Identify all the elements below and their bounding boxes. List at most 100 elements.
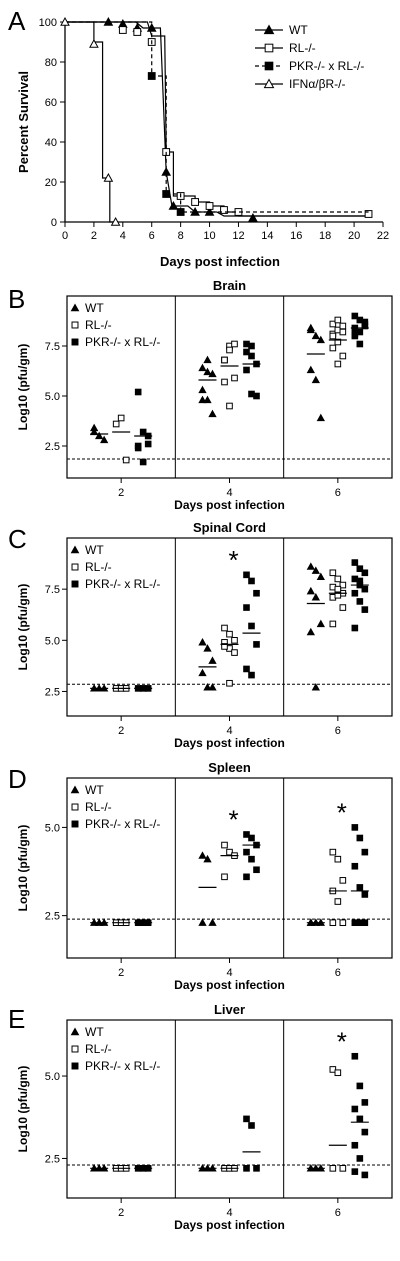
x-tick-label: 2 — [118, 1207, 124, 1219]
y-tick-label: 7.5 — [45, 584, 60, 596]
x-tick-label: 2 — [118, 487, 124, 499]
data-point — [60, 16, 70, 26]
data-point — [361, 848, 369, 856]
data-point — [203, 683, 212, 691]
data-point — [231, 374, 238, 382]
legend-marker — [263, 24, 275, 35]
data-point — [334, 898, 342, 905]
x-axis-title: Days post infection — [160, 254, 280, 269]
data-point — [356, 1155, 364, 1162]
x-tick-label: 2 — [118, 967, 124, 979]
data-point — [203, 355, 212, 364]
data-point — [248, 352, 255, 360]
x-tick-label: 4 — [120, 230, 126, 242]
data-point — [351, 1052, 359, 1060]
data-point — [334, 855, 342, 863]
x-axis-title: Days post infection — [174, 978, 285, 992]
data-point — [248, 342, 255, 350]
data-point — [133, 28, 142, 36]
data-point — [243, 831, 250, 838]
data-point — [306, 586, 315, 595]
data-point — [243, 848, 250, 856]
data-point — [316, 572, 325, 581]
data-point — [334, 316, 342, 324]
data-point — [311, 375, 320, 384]
data-point — [112, 420, 120, 428]
data-point — [316, 619, 325, 628]
chart-title: Liver — [214, 1002, 245, 1017]
x-tick-label: 6 — [335, 487, 341, 499]
data-point — [220, 206, 228, 214]
data-point — [361, 1128, 369, 1136]
x-axis-title: Days post infection — [174, 736, 285, 750]
data-point — [351, 589, 359, 597]
panel-label-A: A — [8, 6, 26, 36]
x-tick-label: 4 — [226, 487, 232, 499]
data-point — [361, 322, 369, 330]
x-tick-label: 6 — [149, 230, 155, 242]
data-point — [198, 851, 207, 859]
data-point — [361, 569, 369, 577]
data-point — [221, 643, 228, 650]
data-point — [248, 855, 255, 863]
data-point — [147, 72, 156, 80]
series-line-0 — [65, 21, 369, 217]
legend-marker — [263, 78, 275, 89]
data-point — [226, 630, 233, 638]
legend-item: RL-/- — [85, 560, 112, 574]
data-point — [248, 671, 255, 679]
x-tick-label: 22 — [377, 230, 389, 242]
y-axis-title: Log10 (pfu/gm) — [16, 825, 30, 912]
data-point — [361, 585, 369, 593]
dot-plot-B: Brain 2.5 5.0 7.5 2 4 6 Days post infection Log1… — [16, 278, 393, 512]
data-point — [139, 428, 147, 436]
data-point — [90, 427, 99, 436]
x-tick-label: 6 — [335, 967, 341, 979]
data-point — [203, 854, 212, 863]
y-tick-label: 2.5 — [45, 686, 60, 698]
data-point — [248, 577, 255, 585]
legend-item: PKR-/- x RL-/- — [289, 59, 364, 73]
y-tick-label: 5.0 — [45, 391, 60, 403]
data-point — [162, 190, 171, 198]
significance-asterisk: * — [228, 545, 238, 575]
data-point — [198, 918, 207, 926]
y-tick-label: 60 — [45, 97, 57, 109]
data-point — [311, 566, 320, 574]
data-point — [339, 328, 347, 336]
legend-marker — [70, 1027, 80, 1036]
y-axis-title: Log10 (pfu/gm) — [16, 1066, 30, 1153]
legend-marker — [71, 1045, 79, 1053]
data-point — [253, 866, 260, 874]
data-point — [226, 402, 233, 410]
survival-chart: 0 20 40 60 80 100 0 2 4 6 8 10 12 14 16 18 20 22 Days post… — [16, 16, 389, 269]
data-point — [361, 891, 369, 898]
chart-title: Spinal Cord — [193, 520, 266, 535]
y-axis-title: Log10 (pfu/gm) — [16, 584, 30, 671]
legend-item: WT — [85, 301, 104, 315]
data-point — [243, 1165, 250, 1172]
data-point — [95, 431, 104, 440]
data-point — [248, 212, 258, 222]
x-tick-label: 18 — [319, 230, 331, 242]
significance-asterisk: * — [337, 797, 347, 827]
data-point — [118, 26, 127, 34]
legend-item: RL-/- — [85, 800, 112, 814]
y-axis-title: Log10 (pfu/gm) — [16, 344, 30, 431]
legend-marker — [71, 563, 79, 571]
data-point — [306, 627, 315, 636]
panel-label-D: D — [8, 764, 27, 794]
data-point — [253, 392, 260, 400]
data-point — [361, 1171, 369, 1179]
data-point — [243, 665, 250, 673]
data-point — [329, 919, 337, 927]
y-tick-label: 5.0 — [45, 1071, 60, 1083]
x-tick-label: 6 — [335, 725, 341, 737]
data-point — [316, 335, 325, 344]
data-point — [103, 172, 114, 182]
legend-marker — [71, 1062, 79, 1070]
data-point — [198, 363, 207, 372]
data-point — [208, 918, 217, 926]
data-point — [329, 848, 337, 856]
